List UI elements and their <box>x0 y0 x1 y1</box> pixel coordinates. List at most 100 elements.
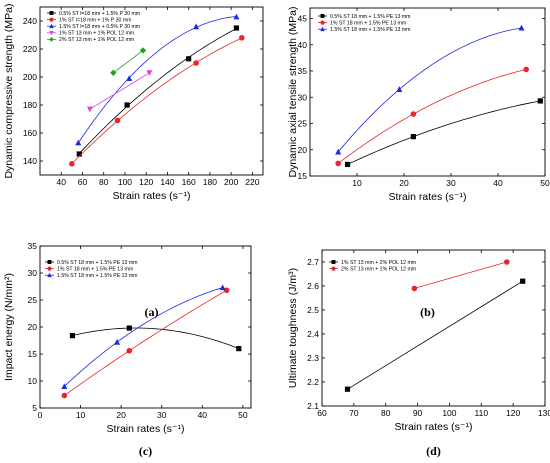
data-point <box>124 102 130 108</box>
legend-label: 1% ST 13 mm + 1% POL 12 mm <box>59 31 134 37</box>
data-point <box>146 70 153 76</box>
data-point <box>69 333 76 339</box>
series-fit-curve <box>78 28 237 154</box>
x-tick-label: 100 <box>118 177 132 187</box>
y-tick-label: 15 <box>28 349 38 359</box>
y-tick-label: 2.6 <box>307 281 319 291</box>
data-point <box>186 56 192 62</box>
series-5 <box>110 47 147 76</box>
x-axis-title: Strain rates (s⁻¹) <box>395 421 473 433</box>
y-tick-label: 240 <box>23 16 37 26</box>
x-tick-label: 70 <box>349 408 359 418</box>
series-2 <box>61 287 230 399</box>
legend-marker <box>49 37 54 42</box>
y-tick-label: 20 <box>298 145 308 155</box>
y-tick-label: 20 <box>28 322 38 332</box>
x-tick-label: 40 <box>57 177 67 187</box>
data-point <box>518 24 525 31</box>
x-tick-label: 80 <box>99 177 109 187</box>
x-tick-label: 140 <box>160 177 174 187</box>
y-axis-title: Impact energy (N/mm²) <box>3 273 15 381</box>
legend-label: 1.5% ST 18 mm + 1.5% PE 13 mm <box>57 273 138 279</box>
y-tick-label: 25 <box>298 119 308 129</box>
y-tick-label: 40 <box>298 40 308 50</box>
y-tick-label: 2.1 <box>307 401 319 411</box>
legend-label: 1% ST 18 mm + 1.5% PE 13 mm <box>57 266 133 272</box>
data-point <box>126 325 132 331</box>
panel-label: (c) <box>139 444 152 458</box>
y-tick-label: 180 <box>23 100 37 110</box>
series-3 <box>335 24 525 155</box>
series-fit-curve <box>72 327 239 349</box>
series-line <box>347 280 523 390</box>
series-1 <box>69 325 242 352</box>
legend-marker <box>49 30 54 36</box>
x-tick-label: 90 <box>413 408 423 418</box>
x-tick-label: 20 <box>399 178 409 188</box>
legend-label: 0.5% ST l=18 mm + 1.5% P 30 mm <box>59 11 140 17</box>
data-point <box>335 148 342 155</box>
y-tick-label: 220 <box>23 44 37 54</box>
series-fit-curve <box>347 100 541 165</box>
data-point <box>114 338 121 345</box>
x-tick-label: 80 <box>381 408 391 418</box>
data-point <box>219 284 226 291</box>
x-tick-label: 120 <box>139 177 153 187</box>
legend: 0.5% ST 18 mm + 1.5% PE 13 mm1% ST 18 mm… <box>45 260 138 279</box>
y-tick-label: 2.7 <box>307 257 319 267</box>
data-point <box>139 47 147 54</box>
data-point <box>238 35 245 41</box>
panel-label: (b) <box>420 305 435 319</box>
legend-marker <box>47 260 52 264</box>
data-point <box>223 287 230 294</box>
data-point <box>61 383 68 389</box>
chart-panel-1: 40 60 80 100 120 140 160 180 200 220 140 160 180 200 2… <box>3 3 264 319</box>
data-point <box>410 134 416 140</box>
x-tick-label: 60 <box>317 408 327 418</box>
data-point <box>126 75 133 81</box>
x-tick-label: 110 <box>475 408 489 418</box>
y-tick-label: 5 <box>32 403 37 413</box>
y-tick-label: 30 <box>28 268 38 278</box>
data-point <box>110 69 117 76</box>
y-tick-label: 10 <box>28 376 38 386</box>
series-2 <box>335 66 529 167</box>
series-fit-curve <box>77 16 237 144</box>
data-point <box>61 392 68 399</box>
series-1 <box>76 25 240 157</box>
y-axis-title: Dynamic axial tensile strength (MPa) <box>287 7 299 178</box>
series-fit-curve <box>89 72 150 110</box>
plot-frame <box>321 249 546 407</box>
legend-label: 1% ST 18 mm + 1.5% PE 13 mm <box>330 20 406 26</box>
data-point <box>114 117 121 124</box>
legend-label: 1% ST 13 mm + 2% POL 12 mm <box>341 260 416 266</box>
plot-frame <box>39 6 264 176</box>
x-tick-label: 200 <box>224 177 238 187</box>
x-tick-label: 40 <box>493 178 503 188</box>
legend-marker <box>320 14 325 18</box>
legend: 0.5% ST 18 mm + 1.5% PE 13 mm1% ST 18 mm… <box>318 14 411 33</box>
series-2 <box>411 259 510 292</box>
data-point <box>410 111 417 117</box>
legend-marker <box>49 17 54 22</box>
x-tick-label: 10 <box>76 410 86 420</box>
data-point <box>75 139 82 146</box>
x-axis-title: Strain rates (s⁻¹) <box>107 423 185 435</box>
y-tick-label: 2.5 <box>307 305 319 315</box>
data-point <box>345 161 351 168</box>
data-point <box>76 151 82 157</box>
data-point <box>503 259 510 265</box>
chart-panel-4: 60 70 80 90 100 110 120 130 2.1 2.2 2.3 2.4 2.5 2.6 2.… <box>287 249 550 458</box>
y-tick-label: 25 <box>28 295 38 305</box>
series-2 <box>69 35 245 167</box>
series-fit-curve <box>64 289 227 396</box>
x-tick-label: 180 <box>203 177 217 187</box>
legend-marker <box>331 260 336 264</box>
y-tick-label: 200 <box>23 72 37 82</box>
y-tick-label: 160 <box>23 128 37 138</box>
series-fit-curve <box>337 27 522 153</box>
series-3 <box>75 13 240 146</box>
legend-marker <box>320 20 325 25</box>
legend-marker <box>331 266 336 271</box>
